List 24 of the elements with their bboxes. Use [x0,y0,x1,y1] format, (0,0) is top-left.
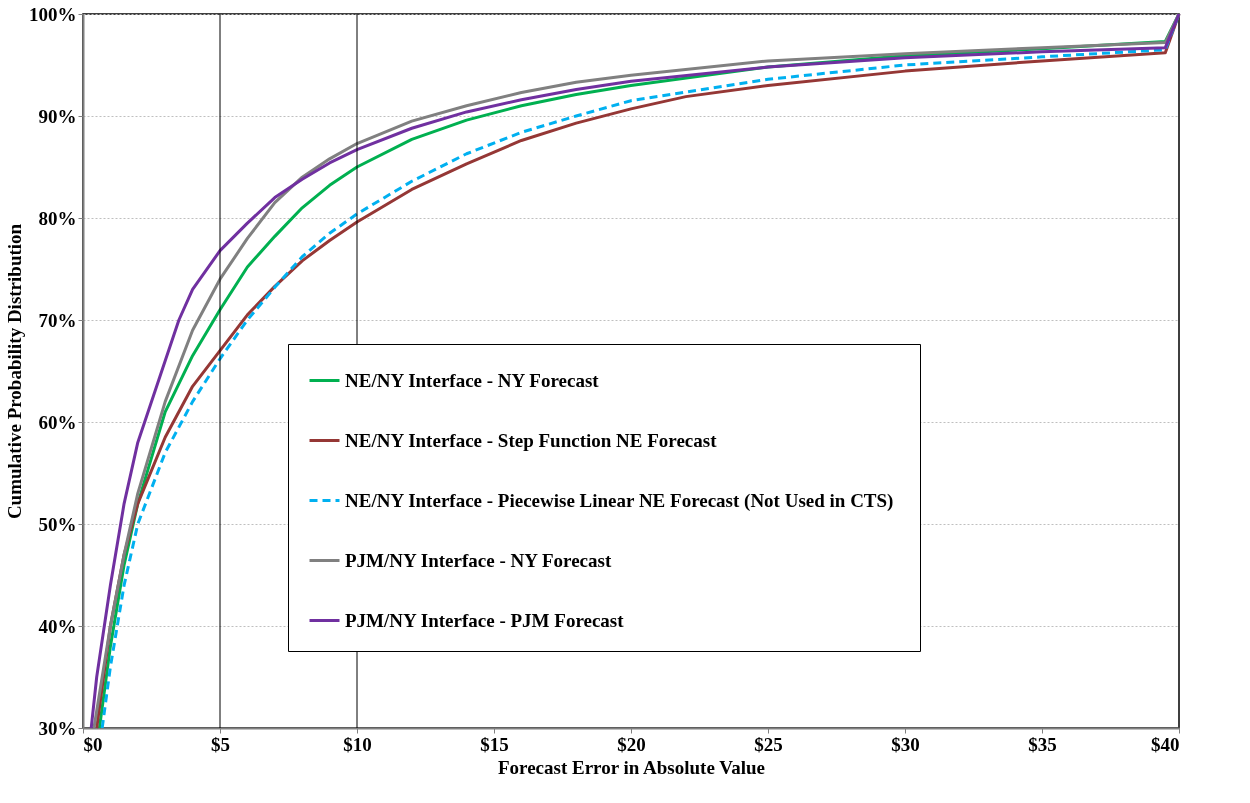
x-tick-label: $25 [754,733,783,755]
y-tick-label: 80% [38,207,77,229]
legend-label: PJM/NY Interface - NY Forecast [345,549,612,571]
legend-label: NE/NY Interface - Piecewise Linear NE Forecast (Not Used in CTS) [345,489,894,512]
y-tick-label: 100% [29,3,77,25]
y-tick-label: 60% [38,411,77,433]
x-tick-label: $0 [83,733,103,755]
x-tick-label: $30 [891,733,920,755]
y-axis-title: Cumulative Probability Distribution [4,223,25,520]
x-tick-label: $20 [617,733,646,755]
legend-label: PJM/NY Interface - PJM Forecast [345,609,625,631]
y-tick-label: 70% [38,309,77,331]
x-tick-label: $35 [1028,733,1057,755]
x-tick-label: $15 [480,733,509,755]
x-axis-title: Forecast Error in Absolute Value [497,756,766,778]
y-tick-label: 50% [38,513,77,535]
y-tick-label: 40% [38,615,77,637]
legend-label: NE/NY Interface - Step Function NE Forecast [345,429,718,451]
x-tick-label: $10 [343,733,372,755]
x-tick-label: $5 [211,733,230,755]
y-tick-label: 90% [38,105,77,127]
legend-label: NE/NY Interface - NY Forecast [345,369,600,391]
y-tick-label: 30% [38,717,77,739]
x-tick-label: $40 [1151,733,1180,755]
